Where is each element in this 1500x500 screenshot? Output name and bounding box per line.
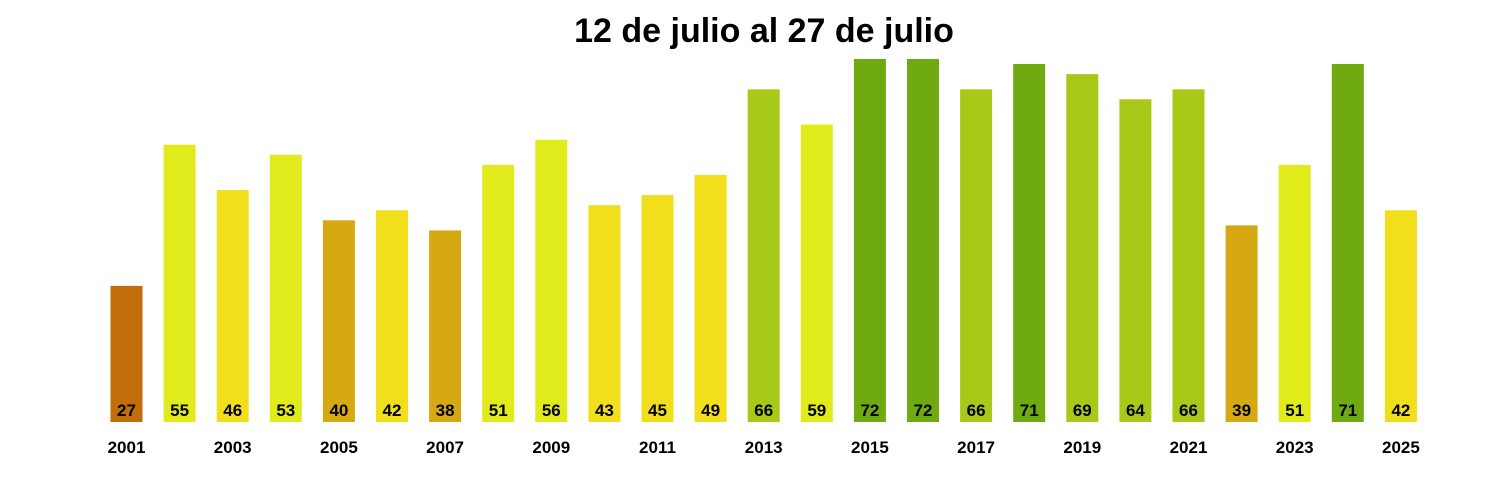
x-tick-2003: 2003 bbox=[214, 438, 252, 457]
value-label-2018: 71 bbox=[1020, 401, 1039, 420]
bar-2014 bbox=[800, 124, 833, 422]
value-label-2012: 49 bbox=[701, 401, 720, 420]
value-label-2002: 55 bbox=[170, 401, 189, 420]
x-tick-2017: 2017 bbox=[957, 438, 995, 457]
value-label-2001: 27 bbox=[117, 401, 136, 420]
x-tick-2021: 2021 bbox=[1170, 438, 1208, 457]
bar-2018 bbox=[1013, 64, 1046, 422]
bar-2022 bbox=[1225, 225, 1258, 422]
bar-2010 bbox=[588, 205, 621, 422]
x-tick-2019: 2019 bbox=[1063, 438, 1101, 457]
x-tick-2023: 2023 bbox=[1276, 438, 1314, 457]
bar-2016 bbox=[907, 59, 939, 422]
bar-2012 bbox=[694, 175, 727, 422]
bar-2015 bbox=[853, 59, 886, 422]
value-label-2011: 45 bbox=[648, 401, 667, 420]
value-label-2021: 66 bbox=[1179, 401, 1198, 420]
bar-2011 bbox=[641, 195, 674, 422]
x-tick-2025: 2025 bbox=[1382, 438, 1420, 457]
value-label-2024: 71 bbox=[1338, 401, 1357, 420]
value-label-2013: 66 bbox=[754, 401, 773, 420]
value-label-2007: 38 bbox=[436, 401, 455, 420]
bar-2001 bbox=[110, 285, 143, 422]
bar-2025 bbox=[1384, 210, 1417, 423]
bar-2013 bbox=[747, 89, 780, 423]
value-label-2022: 39 bbox=[1232, 401, 1251, 420]
bar-2004 bbox=[269, 154, 302, 423]
value-label-2019: 69 bbox=[1073, 401, 1092, 420]
bar-2008 bbox=[482, 164, 515, 422]
bar-2009 bbox=[535, 139, 568, 422]
bar-2019 bbox=[1066, 74, 1099, 422]
bar-2024 bbox=[1331, 64, 1364, 422]
value-label-2005: 40 bbox=[329, 401, 348, 420]
bar-2023 bbox=[1278, 164, 1311, 422]
x-tick-2011: 2011 bbox=[639, 438, 676, 457]
value-label-2003: 46 bbox=[223, 401, 242, 420]
value-label-2016: 72 bbox=[914, 401, 933, 420]
x-tick-2015: 2015 bbox=[851, 438, 889, 457]
value-label-2010: 43 bbox=[595, 401, 614, 420]
bar-2002 bbox=[163, 144, 196, 422]
bar-2006 bbox=[376, 210, 408, 423]
value-label-2009: 56 bbox=[542, 401, 561, 420]
value-label-2004: 53 bbox=[276, 401, 295, 420]
value-label-2014: 59 bbox=[807, 401, 826, 420]
bar-2020 bbox=[1119, 99, 1152, 423]
bar-2017 bbox=[960, 89, 993, 423]
x-tick-2001: 2001 bbox=[108, 438, 146, 457]
x-tick-2005: 2005 bbox=[320, 438, 358, 457]
value-label-2006: 42 bbox=[383, 401, 402, 420]
bar-2007 bbox=[429, 230, 462, 422]
x-tick-2013: 2013 bbox=[745, 438, 783, 457]
x-tick-2007: 2007 bbox=[426, 438, 464, 457]
value-label-2023: 51 bbox=[1285, 401, 1304, 420]
value-label-2025: 42 bbox=[1391, 401, 1410, 420]
chart-title: 12 de julio al 27 de julio bbox=[574, 12, 954, 50]
value-label-2020: 64 bbox=[1126, 401, 1145, 420]
value-label-2008: 51 bbox=[489, 401, 508, 420]
x-tick-2009: 2009 bbox=[532, 438, 570, 457]
bar-2005 bbox=[322, 220, 355, 422]
value-label-2015: 72 bbox=[860, 401, 879, 420]
value-label-2017: 66 bbox=[967, 401, 986, 420]
bar-2003 bbox=[216, 190, 249, 422]
bar-2021 bbox=[1172, 89, 1205, 423]
